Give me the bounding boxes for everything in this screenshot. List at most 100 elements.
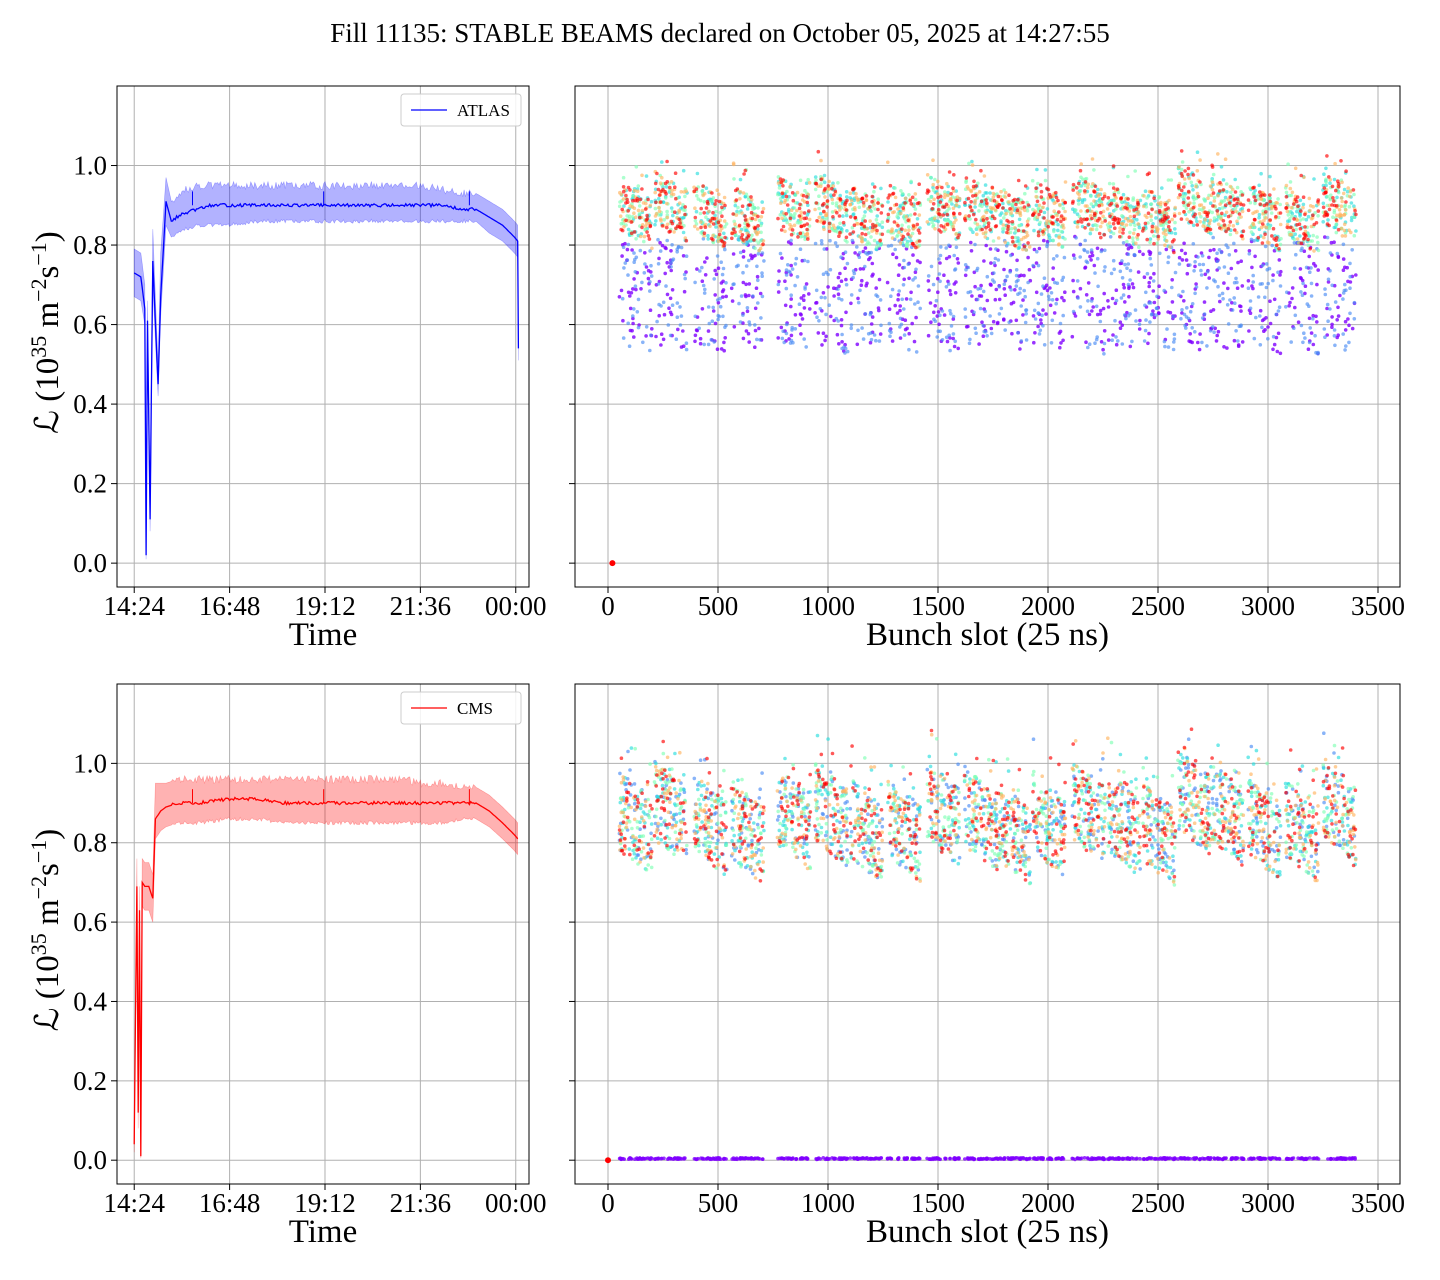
bunch-point [1057, 210, 1061, 214]
bunch-point [1291, 228, 1296, 233]
bunch-point [799, 210, 803, 214]
bunch-point [889, 294, 893, 299]
bunch-point [1249, 237, 1254, 242]
bunch-point [633, 1157, 637, 1161]
bunch-point [1207, 276, 1211, 280]
bunch-point [1051, 221, 1055, 225]
bunch-point [866, 231, 871, 235]
bunch-point [644, 174, 649, 178]
bunch-point [827, 221, 832, 226]
bunch-point [820, 203, 825, 207]
bunch-point [1016, 246, 1021, 250]
bunch-point [913, 270, 918, 275]
bunch-point [1198, 332, 1202, 336]
bunch-point [722, 219, 727, 223]
bunch-point [665, 180, 670, 184]
bunch-point [739, 294, 744, 298]
bunch-point [634, 237, 638, 241]
bunch-point [1052, 311, 1057, 315]
bunch-point [971, 194, 975, 198]
bunch-point [1252, 185, 1256, 190]
bunch-point [972, 179, 976, 184]
bunch-point [963, 315, 968, 319]
bunch-point [1054, 301, 1058, 306]
bunch-point [1253, 198, 1258, 203]
bunch-point [1089, 194, 1093, 199]
bunch-point [1235, 201, 1239, 206]
bunch-point [855, 245, 859, 249]
bunch-point [860, 197, 864, 201]
bunch-point [838, 208, 842, 212]
bunch-point [734, 213, 739, 217]
bunch-point [948, 292, 953, 297]
bunch-point [968, 337, 972, 342]
bunch-point [1074, 236, 1078, 240]
bunch-point [906, 232, 910, 236]
bunch-point [1195, 150, 1200, 154]
bunch-point [973, 284, 977, 289]
bunch-point [704, 215, 708, 219]
bunch-point [1231, 224, 1236, 228]
bunch-point [876, 306, 881, 310]
bunch-point [1354, 273, 1358, 277]
bunch-point [1293, 166, 1298, 171]
bunch-point [917, 182, 921, 186]
bunch-point [864, 194, 869, 198]
bunch-point [915, 222, 920, 227]
bunch-point [888, 1156, 892, 1161]
bunch-point [1002, 287, 1007, 291]
y-axis-label-sup: −2 [26, 876, 51, 899]
bunch-point [1111, 258, 1116, 263]
bunch-point [1309, 216, 1314, 221]
bunch-point [649, 831, 653, 836]
bunch-point [861, 337, 866, 341]
bunch-point [1162, 339, 1167, 344]
bunch-point [1311, 213, 1315, 217]
bunch-point [861, 217, 865, 221]
bunch-point [1128, 230, 1132, 235]
bunch-point [657, 209, 662, 213]
bunch-point [747, 258, 751, 263]
bunch-point [1191, 188, 1195, 192]
y-tick-label: 0.4 [73, 389, 107, 419]
bunch-point [622, 204, 626, 208]
bunch-point [815, 315, 819, 320]
bunch-point [1074, 208, 1078, 212]
bunch-point [1055, 254, 1059, 258]
bunch-point [693, 219, 698, 223]
bunch-point [716, 317, 720, 322]
bunch-point [1094, 227, 1099, 232]
bunch-point [913, 302, 917, 306]
bunch-point [980, 204, 984, 209]
bunch-point [658, 217, 663, 221]
bunch-point [1289, 193, 1294, 198]
bunch-point [1316, 209, 1321, 213]
bunch-point [621, 185, 626, 189]
bunch-point [1252, 336, 1257, 341]
bunch-point [1120, 214, 1124, 218]
bunch-point [1155, 294, 1159, 299]
bunch-point [1325, 333, 1329, 337]
bunch-point [828, 238, 832, 243]
bunch-point [705, 256, 709, 260]
bunch-point [720, 272, 725, 277]
bunch-point [858, 235, 862, 239]
bunch-point [1111, 217, 1115, 222]
bunch-point [785, 220, 789, 225]
bunch-point [1260, 318, 1265, 323]
bunch-point [1220, 291, 1225, 296]
bunch-point [648, 308, 653, 313]
bunch-point [655, 171, 659, 176]
bunch-point [1293, 232, 1297, 236]
bunch-point [1327, 207, 1332, 212]
bunch-point [655, 319, 659, 324]
bunch-point [996, 205, 1000, 209]
bunch-point [626, 290, 631, 295]
bunch-point [621, 197, 626, 201]
bunch-point [985, 274, 990, 279]
bunch-point [1225, 346, 1229, 350]
bunch-point [864, 198, 869, 203]
bunch-point [668, 185, 672, 190]
bunch-point [753, 217, 758, 222]
